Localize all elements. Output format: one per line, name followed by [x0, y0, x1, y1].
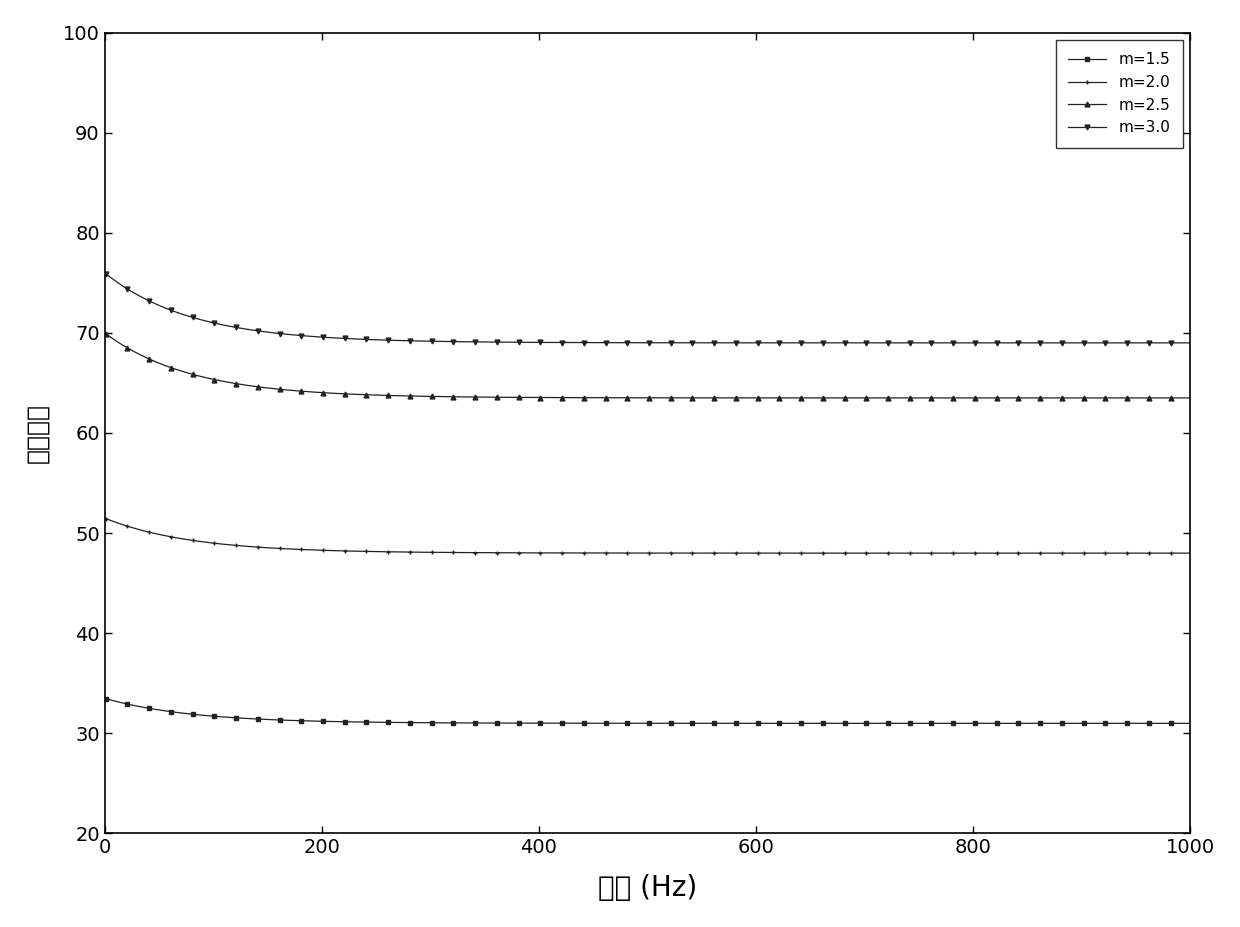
- m=3.0: [915, 337, 930, 349]
- X-axis label: 频率 (Hz): 频率 (Hz): [598, 874, 697, 902]
- m=2.5: [98, 328, 113, 339]
- m=2.5: [589, 392, 604, 403]
- m=3.0: [738, 337, 753, 349]
- Line: m=2.5: m=2.5: [103, 331, 1193, 400]
- m=2.0: [377, 546, 392, 557]
- m=3.0: [377, 335, 392, 346]
- m=2.5: [822, 392, 837, 403]
- m=1.5: [290, 715, 305, 726]
- m=2.0: [738, 548, 753, 559]
- m=2.0: [822, 548, 837, 559]
- m=3.0: [1183, 337, 1198, 349]
- m=2.0: [915, 548, 930, 559]
- m=1.5: [1183, 717, 1198, 729]
- m=2.0: [589, 548, 604, 559]
- m=2.5: [915, 392, 930, 403]
- m=1.5: [738, 717, 753, 729]
- m=3.0: [589, 337, 604, 349]
- m=2.5: [377, 389, 392, 400]
- Line: m=2.0: m=2.0: [103, 516, 1193, 555]
- Y-axis label: 介电常数: 介电常数: [25, 403, 50, 463]
- m=1.5: [822, 717, 837, 729]
- m=2.5: [738, 392, 753, 403]
- Line: m=1.5: m=1.5: [103, 696, 1193, 726]
- m=2.5: [1183, 392, 1198, 403]
- m=3.0: [290, 330, 305, 341]
- m=2.0: [98, 513, 113, 524]
- Line: m=3.0: m=3.0: [103, 272, 1193, 345]
- m=2.0: [1183, 548, 1198, 559]
- m=1.5: [915, 717, 930, 729]
- m=2.5: [290, 386, 305, 397]
- m=2.0: [290, 544, 305, 555]
- m=3.0: [822, 337, 837, 349]
- m=1.5: [98, 693, 113, 705]
- Legend: m=1.5, m=2.0, m=2.5, m=3.0: m=1.5, m=2.0, m=2.5, m=3.0: [1056, 40, 1183, 147]
- m=1.5: [377, 717, 392, 728]
- m=3.0: [98, 268, 113, 279]
- m=1.5: [589, 717, 604, 729]
